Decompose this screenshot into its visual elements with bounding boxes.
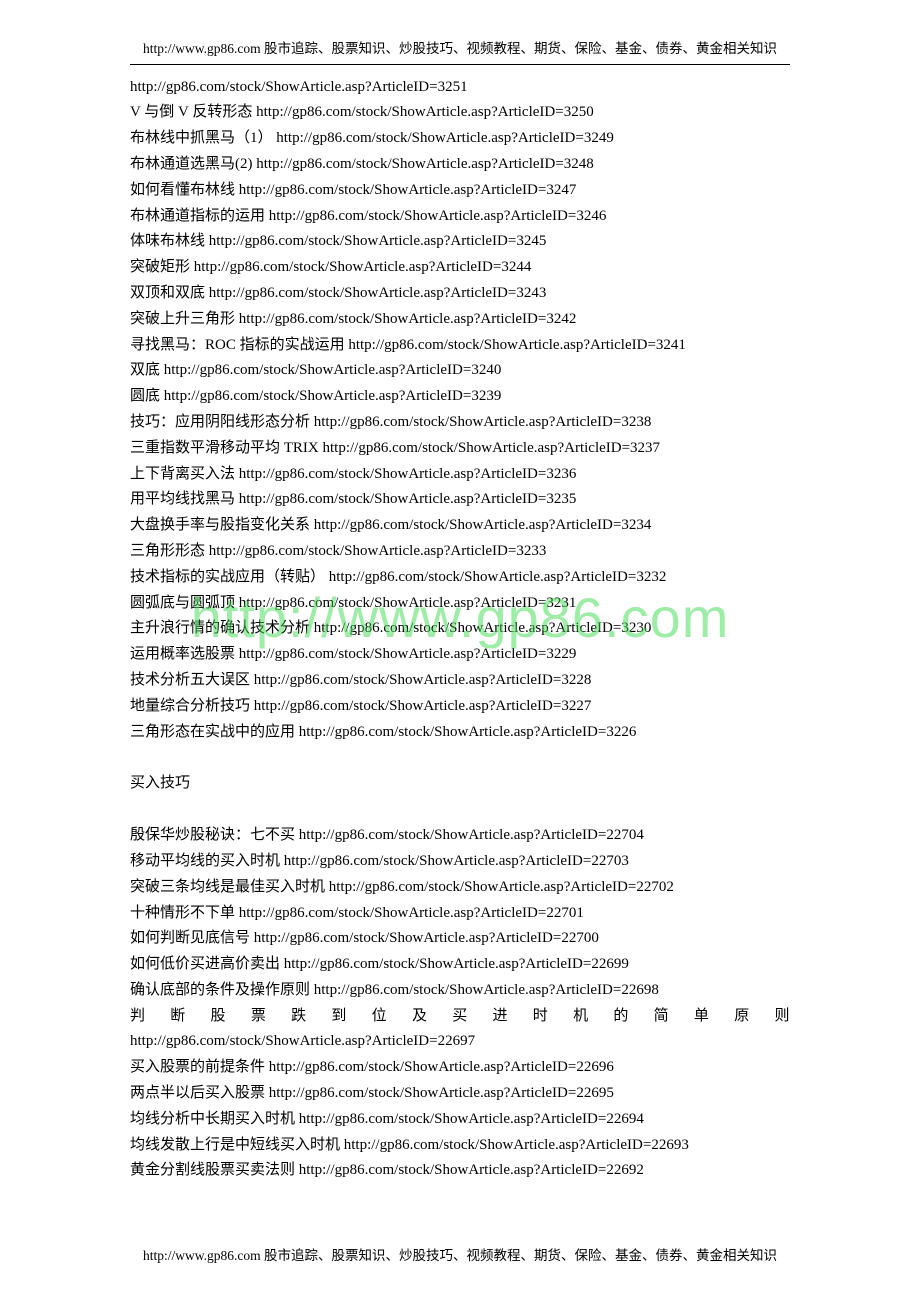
article-line: 移动平均线的买入时机 http://gp86.com/stock/ShowArt… <box>130 849 790 875</box>
article-line: 突破三条均线是最佳买入时机 http://gp86.com/stock/Show… <box>130 875 790 901</box>
article-line: 三角形形态 http://gp86.com/stock/ShowArticle.… <box>130 539 790 565</box>
article-line: 主升浪行情的确认技术分析 http://gp86.com/stock/ShowA… <box>130 616 790 642</box>
section-2-title: 买入技巧 <box>130 771 790 797</box>
article-line: 十种情形不下单 http://gp86.com/stock/ShowArticl… <box>130 901 790 927</box>
article-line: 买入股票的前提条件 http://gp86.com/stock/ShowArti… <box>130 1055 790 1081</box>
article-line: 三角形态在实战中的应用 http://gp86.com/stock/ShowAr… <box>130 720 790 746</box>
article-line: 运用概率选股票 http://gp86.com/stock/ShowArticl… <box>130 642 790 668</box>
article-line: 两点半以后买入股票 http://gp86.com/stock/ShowArti… <box>130 1081 790 1107</box>
article-line: 寻找黑马：ROC 指标的实战运用 http://gp86.com/stock/S… <box>130 333 790 359</box>
article-line: 如何低价买进高价卖出 http://gp86.com/stock/ShowArt… <box>130 952 790 978</box>
section-2-list-a: 殷保华炒股秘诀：七不买 http://gp86.com/stock/ShowAr… <box>130 823 790 1004</box>
article-line: 双底 http://gp86.com/stock/ShowArticle.asp… <box>130 358 790 384</box>
article-line: 突破上升三角形 http://gp86.com/stock/ShowArticl… <box>130 307 790 333</box>
article-line: 上下背离买入法 http://gp86.com/stock/ShowArticl… <box>130 462 790 488</box>
document-body: http://gp86.com/stock/ShowArticle.asp?Ar… <box>130 75 790 1185</box>
article-line: 布林通道选黑马(2) http://gp86.com/stock/ShowArt… <box>130 152 790 178</box>
article-line: 用平均线找黑马 http://gp86.com/stock/ShowArticl… <box>130 487 790 513</box>
article-line: 技术指标的实战应用（转贴） http://gp86.com/stock/Show… <box>130 565 790 591</box>
article-line: 体味布林线 http://gp86.com/stock/ShowArticle.… <box>130 229 790 255</box>
article-line: 确认底部的条件及操作原则 http://gp86.com/stock/ShowA… <box>130 978 790 1004</box>
article-line: 布林线中抓黑马（1） http://gp86.com/stock/ShowArt… <box>130 126 790 152</box>
article-line: 布林通道指标的运用 http://gp86.com/stock/ShowArti… <box>130 204 790 230</box>
article-line: 双顶和双底 http://gp86.com/stock/ShowArticle.… <box>130 281 790 307</box>
article-line: 黄金分割线股票买卖法则 http://gp86.com/stock/ShowAr… <box>130 1158 790 1184</box>
article-line: 如何看懂布林线 http://gp86.com/stock/ShowArticl… <box>130 178 790 204</box>
article-line: http://gp86.com/stock/ShowArticle.asp?Ar… <box>130 1029 790 1055</box>
article-line: 圆弧底与圆弧顶 http://gp86.com/stock/ShowArticl… <box>130 591 790 617</box>
article-line: 地量综合分析技巧 http://gp86.com/stock/ShowArtic… <box>130 694 790 720</box>
page-footer: http://www.gp86.com 股市追踪、股票知识、炒股技巧、视频教程、… <box>130 1245 790 1267</box>
section-2-list-b: http://gp86.com/stock/ShowArticle.asp?Ar… <box>130 1029 790 1184</box>
article-line: 大盘换手率与股指变化关系 http://gp86.com/stock/ShowA… <box>130 513 790 539</box>
article-line: 技巧：应用阴阳线形态分析 http://gp86.com/stock/ShowA… <box>130 410 790 436</box>
article-line: 均线发散上行是中短线买入时机 http://gp86.com/stock/Sho… <box>130 1133 790 1159</box>
article-line: 如何判断见底信号 http://gp86.com/stock/ShowArtic… <box>130 926 790 952</box>
section-1-list: http://gp86.com/stock/ShowArticle.asp?Ar… <box>130 75 790 746</box>
section-2-justified-line: 判断股票跌到位及买进时机的简单原则 <box>130 1004 790 1030</box>
article-line: http://gp86.com/stock/ShowArticle.asp?Ar… <box>130 75 790 101</box>
article-line: 突破矩形 http://gp86.com/stock/ShowArticle.a… <box>130 255 790 281</box>
article-line: 技术分析五大误区 http://gp86.com/stock/ShowArtic… <box>130 668 790 694</box>
article-line: 三重指数平滑移动平均 TRIX http://gp86.com/stock/Sh… <box>130 436 790 462</box>
article-line: 殷保华炒股秘诀：七不买 http://gp86.com/stock/ShowAr… <box>130 823 790 849</box>
page-header: http://www.gp86.com 股市追踪、股票知识、炒股技巧、视频教程、… <box>130 38 790 60</box>
article-line: 均线分析中长期买入时机 http://gp86.com/stock/ShowAr… <box>130 1107 790 1133</box>
header-divider <box>130 64 790 65</box>
article-line: V 与倒 V 反转形态 http://gp86.com/stock/ShowAr… <box>130 100 790 126</box>
article-line: 圆底 http://gp86.com/stock/ShowArticle.asp… <box>130 384 790 410</box>
